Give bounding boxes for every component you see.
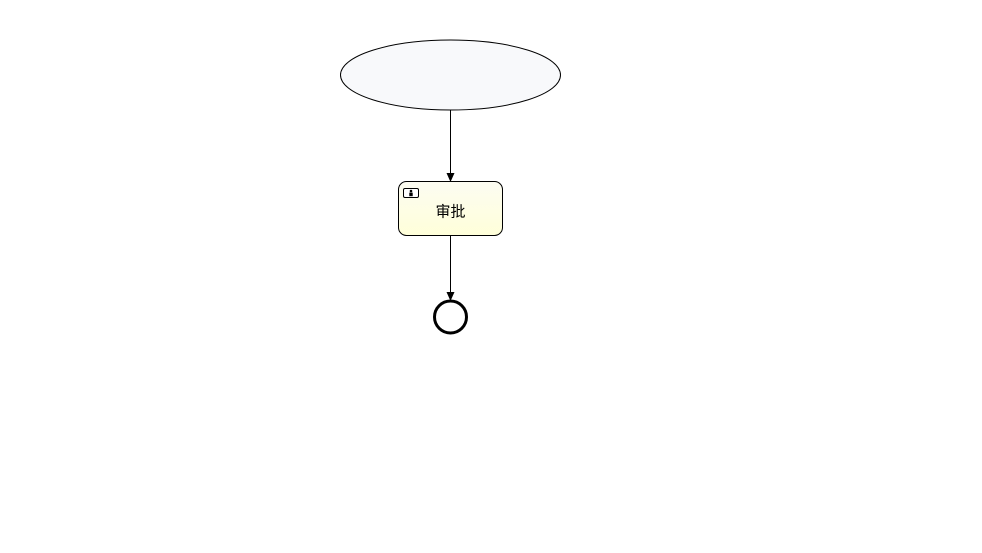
task-label: 审批: [435, 203, 465, 221]
start-event[interactable]: [340, 39, 561, 111]
user-task[interactable]: 审批: [398, 181, 503, 236]
user-task-icon: [403, 188, 419, 198]
end-event[interactable]: [433, 299, 468, 335]
